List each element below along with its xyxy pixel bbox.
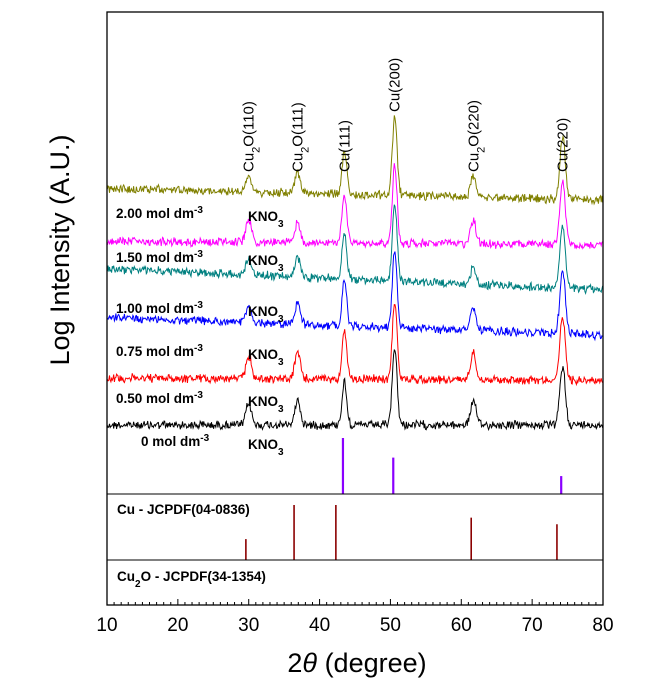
series-line-5 [106,115,604,206]
series-line-3 [106,204,604,295]
reference-sticks [245,438,563,560]
series-label-5: 2.00 mol dm-3 [116,205,203,222]
series-salt-label-2: KNO3 [248,347,284,368]
series-label-0: 0 mol dm-3 [141,433,210,450]
cu2o-reference-label: Cu2O - JCPDF(34-1354) [117,569,266,590]
peak-label: Cu2O(111) [290,102,312,172]
series-line-1 [106,304,604,387]
x-axis-title-prefix: 2 [287,648,302,678]
x-axis-title: 2θ (degree) [287,648,426,678]
series-salt-label-0: KNO3 [248,437,284,458]
y-axis-title: Log Intensity (A.U.) [45,134,75,365]
x-tick-label: 70 [522,615,543,636]
x-tick-label: 40 [309,615,330,636]
cu-reference-label: Cu - JCPDF(04-0836) [117,502,250,517]
series-line-4 [106,163,603,250]
series-label-1: 0.50 mol dm-3 [116,390,203,407]
x-tick-label: 60 [451,615,472,636]
xrd-traces [106,115,604,432]
x-tick-label: 50 [380,615,401,636]
series-label-4: 1.50 mol dm-3 [116,249,203,266]
series-salt-label-5: KNO3 [248,209,284,230]
series-label-2: 0.75 mol dm-3 [116,343,203,360]
x-tick-label: 80 [592,615,613,636]
series-salt-label-3: KNO3 [248,304,284,325]
series-label-3: 1.00 mol dm-3 [116,300,203,317]
series-salt-label-1: KNO3 [248,394,284,415]
x-axis-ticks: 10 20 30 40 50 60 70 80 [96,599,614,636]
annotations: Cu2O(110) Cu2O(111) Cu(111) Cu(200) Cu2O(220… [116,58,572,590]
x-tick-label: 10 [96,615,117,636]
theta-symbol: θ [302,648,317,678]
series-line-2 [107,251,603,342]
x-tick-label: 30 [238,615,259,636]
peak-label: Cu(200) [387,58,404,112]
x-axis-title-suffix: (degree) [317,648,427,678]
x-tick-label: 20 [167,615,188,636]
peak-label: Cu(220) [555,118,572,172]
peak-label: Cu2O(220) [465,100,487,172]
series-salt-label-4: KNO3 [248,253,284,274]
series-line-0 [106,348,604,432]
peak-label: Cu2O(110) [241,101,263,172]
peak-label: Cu(111) [336,120,353,172]
